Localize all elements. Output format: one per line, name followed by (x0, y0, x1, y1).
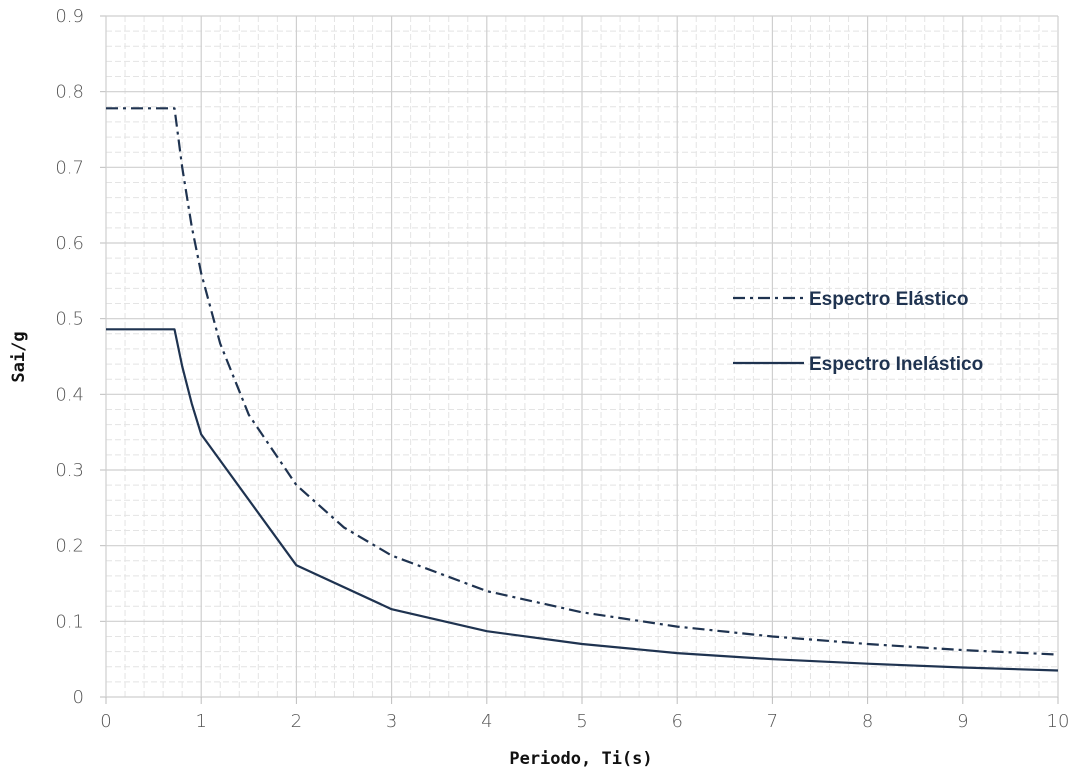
y-tick-label: 0.3 (55, 460, 84, 481)
y-tick-label: 0.1 (55, 611, 84, 632)
y-axis-title: Sai/g (9, 331, 29, 382)
x-tick-label: 3 (386, 711, 397, 732)
x-axis-title: Periodo, Ti(s) (509, 749, 652, 769)
x-tick-label: 2 (291, 711, 302, 732)
minor-grid (106, 16, 1058, 697)
x-tick-label: 7 (767, 711, 778, 732)
legend-label-elastic: Espectro Elástico (809, 289, 968, 310)
x-tick-label: 10 (1047, 711, 1070, 732)
x-tick-label: 5 (576, 711, 587, 732)
legend-label-inelastic: Espectro Inelástico (809, 354, 983, 375)
x-tick-labels: 0 1 2 3 4 5 6 7 8 9 10 (100, 711, 1069, 732)
x-tick-label: 4 (481, 711, 492, 732)
y-tick-label: 0.8 (55, 82, 84, 103)
y-tick-label: 0.9 (55, 6, 84, 27)
y-tick-label: 0.4 (55, 384, 84, 405)
elastic-spectrum-line (106, 107, 1059, 656)
y-tick-labels: 0 0.1 0.2 0.3 0.4 0.5 0.6 0.7 0.8 0.9 (55, 6, 84, 708)
y-tick-label: 0 (73, 687, 84, 708)
y-tick-label: 0.7 (55, 157, 84, 178)
x-tick-label: 1 (195, 711, 206, 732)
series-lines (106, 107, 1059, 672)
x-tick-label: 8 (862, 711, 873, 732)
y-tick-label: 0.6 (55, 233, 84, 254)
x-tick-label: 9 (957, 711, 968, 732)
major-grid (100, 15, 1059, 704)
y-tick-label: 0.5 (55, 309, 84, 330)
y-tick-label: 0.2 (55, 536, 84, 557)
x-tick-label: 6 (671, 711, 682, 732)
inelastic-spectrum-line (106, 328, 1059, 672)
legend: Espectro Elástico Espectro Inelástico (733, 289, 983, 375)
x-tick-label: 0 (100, 711, 111, 732)
